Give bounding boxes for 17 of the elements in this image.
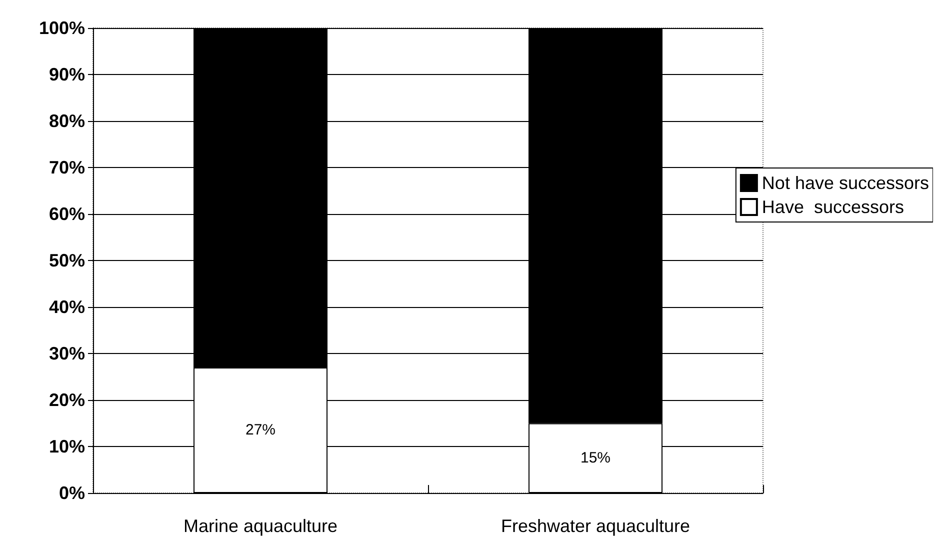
data-label: 15% [580,450,611,467]
data-label: 27% [245,422,276,439]
y-tick-label: 80% [48,111,85,131]
legend-label: Not have successors [762,173,930,193]
y-tick-label: 100% [38,18,85,38]
y-tick-label: 70% [48,158,85,178]
y-tick-label: 50% [48,250,85,270]
y-tick-label: 90% [48,64,85,84]
x-tick-label: Marine aquaculture [183,516,338,536]
x-tick-label: Freshwater aquaculture [500,516,690,536]
y-tick-label: 40% [48,297,85,317]
y-tick-label: 30% [48,344,85,364]
y-tick-label: 60% [48,204,85,224]
legend-label: Have successors [762,197,904,217]
y-tick-label: 0% [58,483,85,503]
y-tick-label: 10% [48,436,85,456]
y-tick-label: 20% [48,390,85,410]
